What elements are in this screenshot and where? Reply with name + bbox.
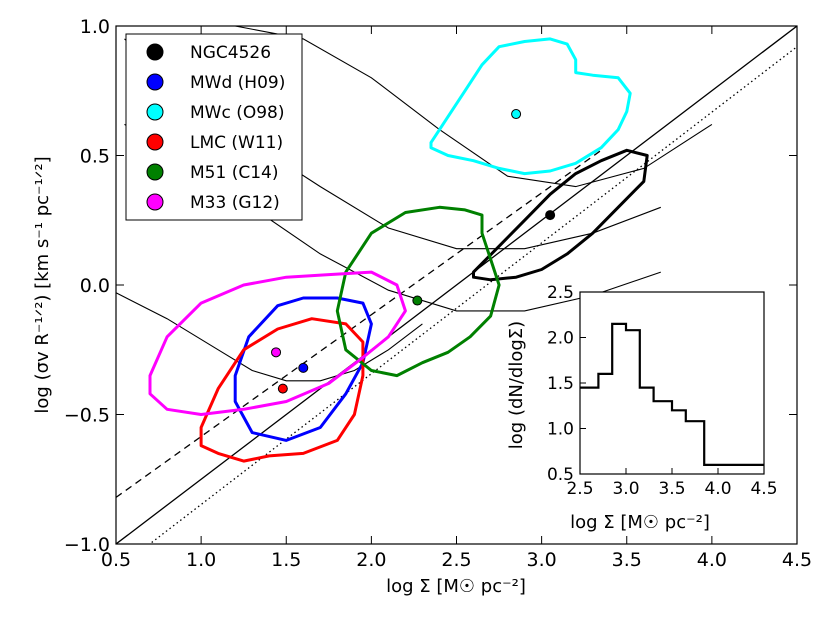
legend: NGC4526 MWd (H09) MWc (O98) LMC (W11) M51 (C… (125, 33, 303, 221)
legend-label-ngc4526: NGC4526 (190, 43, 271, 63)
histogram-bin (640, 388, 654, 474)
histogram-bin (598, 374, 612, 474)
contour-ngc4526 (472, 148, 649, 282)
inset-x-tick-label: 2.5 (566, 479, 593, 499)
inset-y-tick-label: 2.5 (547, 283, 574, 303)
legend-marker-m51-c14 (146, 163, 164, 181)
histogram-bin (580, 388, 598, 474)
main-x-tick-label: 0.5 (101, 549, 131, 571)
inset-x-axis-label: log Σ [M☉ pc⁻²] (570, 512, 710, 533)
legend-label-lmc-w11: LMC (W11) (190, 133, 283, 153)
main-x-tick-label: 4.0 (697, 549, 727, 571)
legend-marker-m33-g12 (146, 193, 164, 211)
inset-y-tick-label: 1.5 (547, 374, 574, 394)
main-y-tick-label: −1.0 (64, 534, 110, 556)
model-line-dashed (116, 149, 602, 498)
point-ngc4526 (545, 210, 556, 221)
main-x-tick-label: 4.5 (782, 549, 812, 571)
legend-label-mwc-o98: MWc (O98) (190, 103, 285, 123)
point-mwc-o98 (511, 109, 522, 120)
main-y-tick-label: 0.5 (80, 146, 110, 168)
contour-m51-c14 (335, 205, 501, 378)
legend-label-m51-c14: M51 (C14) (190, 163, 278, 183)
point-m33-g12 (271, 347, 282, 358)
inset-x-tick-label: 4.0 (704, 479, 731, 499)
contour-mwd-h09 (233, 296, 373, 442)
histogram-bin (654, 401, 672, 474)
inset-x-tick-label: 4.5 (750, 479, 777, 499)
histogram-bin (686, 421, 704, 474)
main-x-tick-label: 2.5 (441, 549, 471, 571)
main-x-tick-label: 1.0 (186, 549, 216, 571)
main-x-tick-label: 1.5 (271, 549, 301, 571)
contour-mwc-o98 (429, 37, 632, 176)
main-y-tick-label: 1.0 (80, 16, 110, 38)
histogram-bin (672, 410, 686, 474)
legend-marker-mwc-o98 (146, 103, 164, 121)
histogram-bin (704, 465, 727, 474)
legend-marker-lmc-w11 (146, 133, 164, 151)
main-x-axis-label: log Σ [M☉ pc⁻²] (386, 576, 526, 597)
inset-y-tick-label: 2.0 (547, 329, 574, 349)
point-mwd-h09 (298, 362, 309, 373)
inset-y-axis-label: log (dN/dlogΣ) (506, 321, 527, 449)
main-y-tick-label: 0.0 (80, 275, 110, 297)
legend-marker-ngc4526 (146, 43, 164, 61)
main-y-tick-label: −0.5 (64, 405, 110, 427)
histogram-bin (612, 324, 626, 474)
contour-lmc-w11 (199, 317, 365, 463)
histogram-bin (727, 465, 764, 474)
legend-label-m33-g12: M33 (G12) (190, 193, 280, 213)
main-x-tick-label: 2.0 (356, 549, 386, 571)
main-x-tick-label: 3.0 (527, 549, 557, 571)
contour-m33-g12 (148, 270, 407, 416)
histogram-step-line (580, 322, 764, 466)
inset-plot: 2.5 3.0 3.5 4.0 4.5 0.5 1.0 1.5 2.0 2.5 log Σ [M☉… (506, 283, 778, 533)
inset-x-tick-label: 3.5 (658, 479, 685, 499)
main-plot: 0.5 1.0 1.5 2.0 2.5 3.0 3.5 4.0 4.5 −1.0 −0.5 0.0 0.… (32, 16, 812, 597)
point-lmc-w11 (277, 383, 288, 394)
main-y-axis-label: log (σv R⁻¹ᐟ²) [km s⁻¹ pc⁻¹ᐟ²] (32, 156, 53, 413)
inset-x-tick-label: 3.0 (612, 479, 639, 499)
inset-y-tick-label: 0.5 (547, 465, 574, 485)
main-x-tick-label: 3.5 (612, 549, 642, 571)
legend-label-mwd-h09: MWd (H09) (190, 73, 285, 93)
inset-background (580, 292, 764, 474)
legend-frame (125, 33, 303, 221)
histogram-bin (626, 330, 640, 474)
point-m51-c14 (412, 295, 423, 306)
inset-y-tick-label: 1.0 (547, 420, 574, 440)
legend-marker-mwd-h09 (146, 73, 164, 91)
model-line-solid-thin (116, 292, 423, 382)
model-line-dotted (148, 46, 797, 544)
model-line-solid-thin (235, 26, 713, 188)
